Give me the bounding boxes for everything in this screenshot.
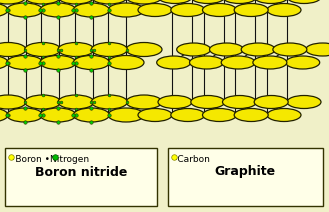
Ellipse shape (221, 56, 255, 69)
Ellipse shape (234, 4, 268, 17)
Ellipse shape (91, 95, 127, 109)
Ellipse shape (0, 42, 26, 57)
Ellipse shape (126, 95, 162, 109)
Ellipse shape (222, 95, 257, 109)
Ellipse shape (25, 0, 61, 4)
Ellipse shape (286, 56, 320, 69)
Ellipse shape (126, 0, 162, 4)
Ellipse shape (108, 108, 144, 122)
Ellipse shape (7, 3, 43, 17)
Ellipse shape (191, 0, 225, 4)
Ellipse shape (73, 56, 109, 70)
Ellipse shape (0, 56, 8, 70)
Ellipse shape (73, 108, 109, 122)
Ellipse shape (254, 0, 288, 4)
Ellipse shape (203, 4, 237, 17)
Ellipse shape (0, 95, 26, 109)
Ellipse shape (306, 43, 329, 56)
Ellipse shape (210, 43, 243, 56)
Ellipse shape (171, 4, 205, 17)
Ellipse shape (273, 43, 307, 56)
Ellipse shape (108, 3, 144, 17)
Ellipse shape (287, 0, 321, 4)
Ellipse shape (126, 42, 162, 57)
Ellipse shape (191, 95, 225, 109)
Ellipse shape (73, 3, 109, 17)
Ellipse shape (267, 109, 301, 121)
Ellipse shape (7, 56, 43, 70)
FancyBboxPatch shape (5, 148, 157, 206)
Text: Boron nitride: Boron nitride (35, 166, 127, 179)
Ellipse shape (58, 42, 94, 57)
Ellipse shape (7, 108, 43, 122)
Ellipse shape (267, 4, 301, 17)
Ellipse shape (190, 56, 223, 69)
Ellipse shape (25, 42, 61, 57)
Text: •Boron •Nitrogen: •Boron •Nitrogen (10, 155, 89, 164)
Ellipse shape (222, 0, 257, 4)
Ellipse shape (287, 95, 321, 109)
Ellipse shape (234, 109, 268, 121)
Ellipse shape (108, 56, 144, 70)
FancyBboxPatch shape (168, 148, 323, 206)
Ellipse shape (91, 42, 127, 57)
Ellipse shape (0, 108, 8, 122)
Ellipse shape (58, 0, 94, 4)
Ellipse shape (203, 109, 237, 121)
Ellipse shape (138, 109, 172, 121)
Ellipse shape (177, 43, 211, 56)
Ellipse shape (254, 95, 288, 109)
Ellipse shape (157, 56, 191, 69)
Ellipse shape (158, 95, 192, 109)
Text: •Carbon: •Carbon (173, 155, 211, 164)
Ellipse shape (138, 4, 172, 17)
Ellipse shape (40, 108, 76, 122)
Text: Graphite: Graphite (215, 166, 276, 179)
Ellipse shape (40, 3, 76, 17)
Ellipse shape (40, 56, 76, 70)
Ellipse shape (241, 43, 275, 56)
Ellipse shape (0, 0, 26, 4)
Ellipse shape (58, 95, 94, 109)
Ellipse shape (171, 109, 205, 121)
Ellipse shape (25, 95, 61, 109)
Ellipse shape (91, 0, 127, 4)
Ellipse shape (158, 0, 192, 4)
Ellipse shape (253, 56, 287, 69)
Ellipse shape (0, 3, 8, 17)
